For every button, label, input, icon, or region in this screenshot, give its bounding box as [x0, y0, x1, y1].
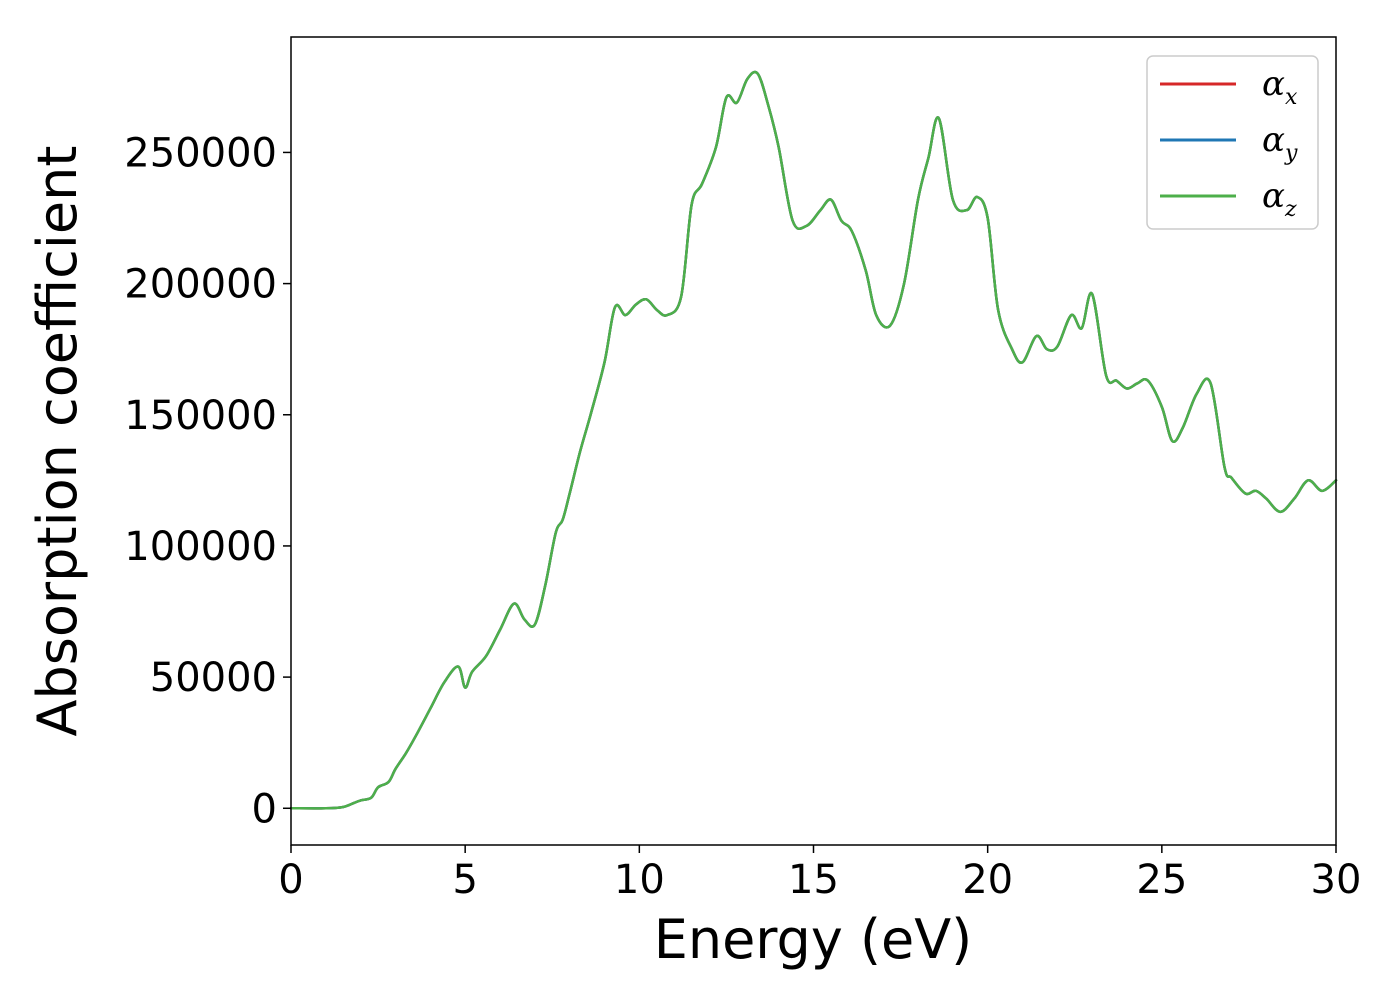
- x-tick-label: 20: [962, 857, 1013, 903]
- y-tick-label: 200000: [124, 262, 277, 308]
- series-line-z: [289, 70, 1338, 810]
- y-axis-ticks: 0 50000 100000 150000 200000 250000: [124, 130, 291, 832]
- x-axis-ticks: 0 5 10 15 20 25 30: [278, 845, 1361, 903]
- x-tick-label: 5: [452, 857, 477, 903]
- legend-box: [1146, 55, 1319, 230]
- legend-label-z: αz: [1262, 176, 1297, 222]
- y-tick-label: 0: [252, 786, 277, 832]
- y-axis-label: Absorption coefficient: [26, 146, 89, 737]
- x-tick-label: 10: [614, 857, 665, 903]
- legend-label-x: αx: [1262, 64, 1298, 110]
- x-tick-label: 0: [278, 857, 303, 903]
- x-tick-label: 15: [788, 857, 839, 903]
- y-tick-label: 50000: [150, 655, 277, 701]
- x-axis-label: Energy (eV): [654, 908, 973, 971]
- x-tick-label: 25: [1136, 857, 1187, 903]
- y-tick-label: 150000: [124, 393, 277, 439]
- y-tick-label: 100000: [124, 524, 277, 570]
- series-lines: [289, 70, 1338, 810]
- y-tick-label: 250000: [124, 130, 277, 176]
- legend-label-y: αy: [1262, 120, 1298, 166]
- legend: αx αy αz: [1146, 55, 1319, 230]
- x-tick-label: 30: [1311, 857, 1362, 903]
